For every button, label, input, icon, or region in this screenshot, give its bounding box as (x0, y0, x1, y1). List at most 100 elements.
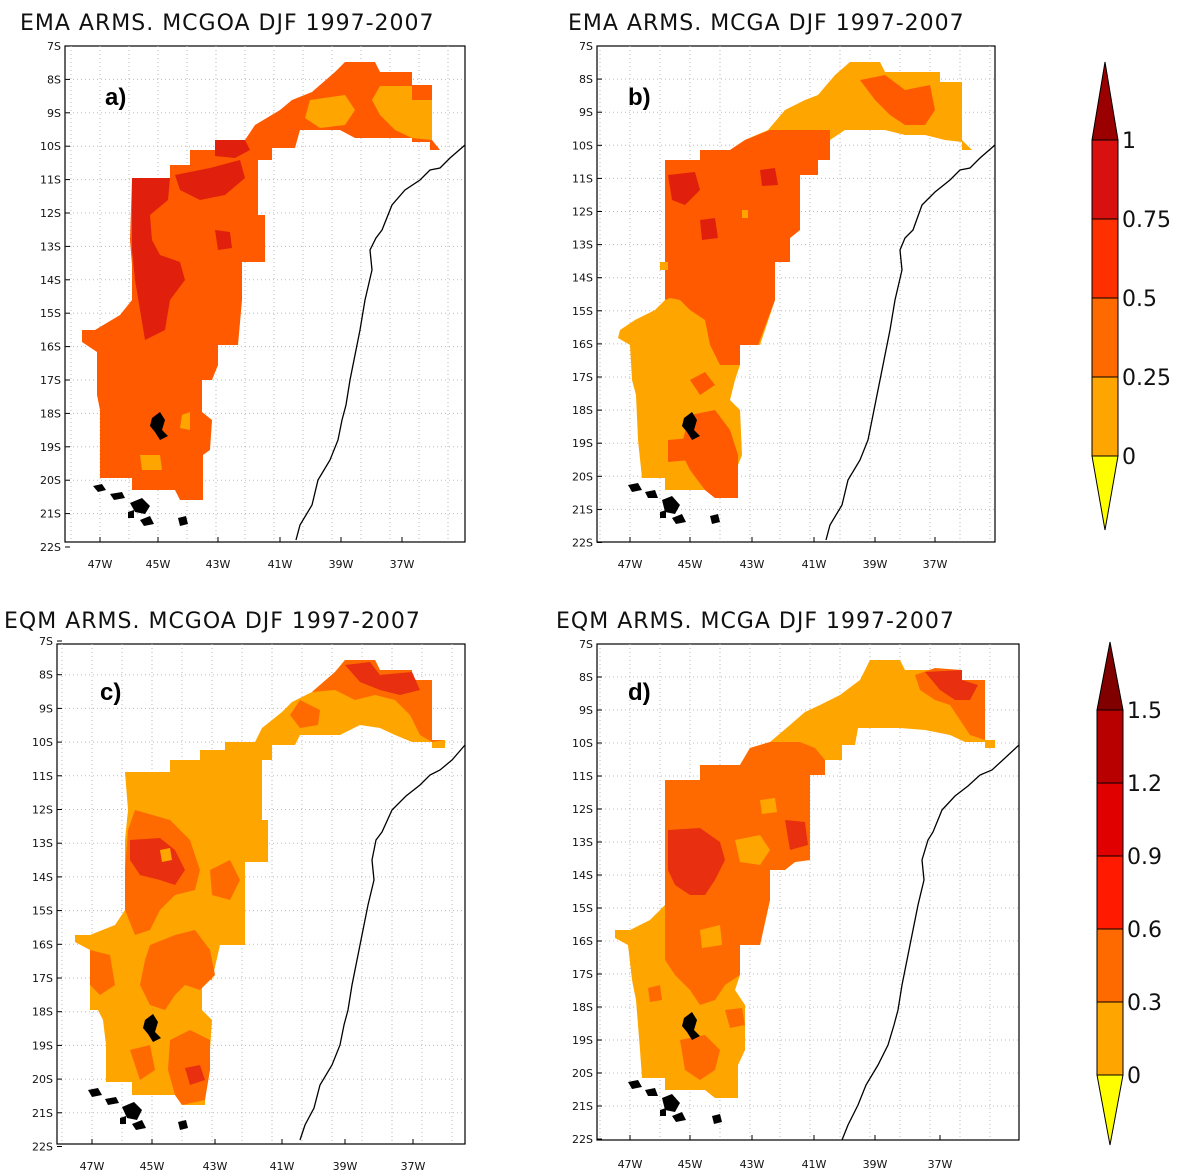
colorbar-segment (1096, 1001, 1124, 1076)
lon-tick-label: 47W (618, 558, 643, 571)
lat-tick-label: 9S (579, 106, 593, 119)
panel-b-lat-labels: 7S 8S 9S 10S 11S 12S 13S 14S 15S 16S 17S 18S 19S 20S 2… (572, 40, 602, 550)
lon-tick-label: 45W (678, 558, 703, 571)
panel-d-lon-labels: 47W 45W 43W 41W 39W 37W (618, 1135, 953, 1171)
panel-b: EMA ARMS. MCGA DJF 1997-2007 (568, 11, 996, 571)
lon-tick-label: 39W (863, 1158, 888, 1171)
colorbar-label: 0.25 (1122, 366, 1171, 391)
panel-d-label: d) (628, 679, 651, 706)
panel-c-label: c) (100, 679, 121, 706)
colorbar-label: 1 (1122, 129, 1136, 154)
lat-tick-label: 19S (40, 441, 61, 454)
colorbar-top: 0 0.25 0.5 0.75 1 (1091, 61, 1171, 531)
lat-tick-label: 18S (572, 404, 593, 417)
lat-tick-label: 17S (572, 968, 593, 981)
lat-tick-label: 18S (572, 1001, 593, 1014)
lon-tick-label: 37W (923, 558, 948, 571)
lon-tick-label: 47W (80, 1160, 105, 1173)
lon-tick-label: 45W (146, 558, 171, 571)
panel-d: EQM ARMS. MCGA DJF 1997-2007 (556, 609, 1020, 1171)
lat-tick-label: 20S (572, 470, 593, 483)
panel-b-field (618, 62, 972, 498)
colorbar-label: 0 (1122, 445, 1136, 470)
lat-tick-label: 9S (47, 107, 61, 120)
lat-tick-label: 9S (39, 702, 53, 715)
lat-tick-label: 20S (40, 474, 61, 487)
lat-tick-label: 11S (40, 174, 61, 187)
panel-d-lat-labels: 7S 8S 9S 10S 11S 12S 13S 14S 15S 16S 17S 18S 19S 20S 2… (572, 638, 602, 1146)
lon-tick-label: 43W (206, 558, 231, 571)
panel-c-map: c) 7S 8S 9S 10S 11S 12S 13S 14S 15S 16S 17S 18S 19S 2… (32, 635, 466, 1173)
lon-tick-label: 45W (678, 1158, 703, 1171)
panel-a-lon-labels: 47W 45W 43W 41W 39W 37W (88, 537, 415, 571)
lat-tick-label: 10S (572, 737, 593, 750)
lat-tick-label: 13S (32, 837, 53, 850)
lat-tick-label: 11S (572, 770, 593, 783)
colorbar-segment (1096, 928, 1124, 1003)
panel-a-lat-labels: 7S 8S 9S 10S 11S 12S 13S 14S 15S 16S 17S 18S 19S 20S 2… (40, 40, 70, 554)
colorbar-lower-triangle (1091, 455, 1119, 531)
lat-tick-label: 21S (40, 508, 61, 521)
lat-tick-label: 19S (572, 437, 593, 450)
lon-tick-label: 37W (390, 558, 415, 571)
colorbar-label: 1.5 (1127, 699, 1162, 724)
colorbar-label: 0.5 (1122, 287, 1157, 312)
lon-tick-label: 39W (333, 1160, 358, 1173)
colorbar-label: 0.9 (1127, 845, 1162, 870)
lat-tick-label: 8S (39, 669, 53, 682)
lat-tick-label: 7S (579, 40, 593, 53)
colorbar-lower-triangle (1096, 1074, 1124, 1146)
lat-tick-label: 10S (32, 736, 53, 749)
lat-tick-label: 14S (40, 274, 61, 287)
lat-tick-label: 22S (40, 541, 61, 554)
panel-a-label: a) (105, 84, 126, 111)
panel-b-lon-labels: 47W 45W 43W 41W 39W 37W (618, 537, 948, 571)
lat-tick-label: 15S (32, 905, 53, 918)
lat-tick-label: 16S (572, 935, 593, 948)
colorbar-label: 0.6 (1127, 918, 1162, 943)
colorbar-bottom: 0 0.3 0.6 0.9 1.2 1.5 (1096, 641, 1162, 1146)
colorbar-upper-triangle (1091, 61, 1119, 141)
colorbar-label: 0.3 (1127, 991, 1162, 1016)
colorbar-segment (1091, 139, 1119, 220)
lat-tick-label: 14S (572, 869, 593, 882)
lat-tick-label: 13S (572, 239, 593, 252)
lat-tick-label: 13S (40, 240, 61, 253)
lat-tick-label: 16S (572, 338, 593, 351)
lat-tick-label: 10S (40, 140, 61, 153)
lon-tick-label: 43W (740, 558, 765, 571)
lat-tick-label: 15S (40, 307, 61, 320)
lat-tick-label: 11S (32, 770, 53, 783)
lon-tick-label: 47W (88, 558, 113, 571)
lat-tick-label: 17S (40, 374, 61, 387)
lon-tick-label: 37W (928, 1158, 953, 1171)
colorbar-segment (1096, 782, 1124, 857)
lat-tick-label: 8S (579, 73, 593, 86)
panel-a-map: a) 7S 8S 9S 10S 11S 12S 13S 14S 15S 16S 17S 18S 19S 2… (40, 40, 466, 571)
colorbar-label: 0 (1127, 1064, 1141, 1089)
lat-tick-label: 15S (572, 305, 593, 318)
panel-a-title: EMA ARMS. MCGOA DJF 1997-2007 (20, 11, 435, 36)
lat-tick-label: 14S (572, 272, 593, 285)
lon-tick-label: 39W (329, 558, 354, 571)
lat-tick-label: 12S (572, 206, 593, 219)
lat-tick-label: 11S (572, 172, 593, 185)
panel-c-field (75, 660, 445, 1105)
lat-tick-label: 7S (579, 638, 593, 651)
lat-tick-label: 9S (579, 704, 593, 717)
lat-tick-label: 7S (39, 635, 53, 648)
lat-tick-label: 21S (32, 1107, 53, 1120)
lon-tick-label: 41W (270, 1160, 295, 1173)
lat-tick-label: 22S (32, 1141, 53, 1154)
lon-tick-label: 43W (203, 1160, 228, 1173)
colorbar-upper-triangle (1096, 641, 1124, 711)
panel-c: EQM ARMS. MCGOA DJF 1997-2007 (4, 609, 466, 1173)
panel-a: EMA ARMS. MCGOA DJF 1997-2007 (20, 11, 466, 571)
panel-d-map: d) 7S 8S 9S 10S 11S 12S 13S 14S 15S 16S 17S 18S 19S 2… (572, 638, 1020, 1171)
lon-tick-label: 39W (863, 558, 888, 571)
lat-tick-label: 21S (572, 503, 593, 516)
lon-tick-label: 41W (802, 558, 827, 571)
lat-tick-label: 19S (572, 1034, 593, 1047)
lat-tick-label: 17S (32, 972, 53, 985)
